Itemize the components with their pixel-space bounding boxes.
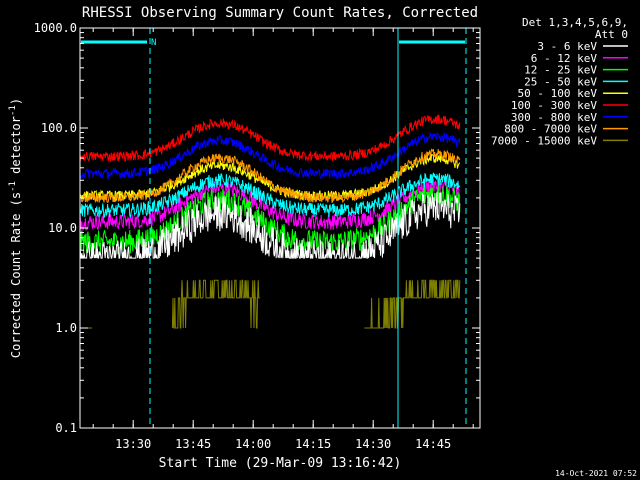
chart-title: RHESSI Observing Summary Count Rates, Co… — [82, 5, 478, 21]
y-axis-label-end: ) — [9, 98, 23, 105]
y-axis-label-sup1: -1 — [8, 181, 18, 192]
legend-label: 7000 - 15000 keV — [491, 134, 597, 147]
legend-label: 50 - 100 keV — [518, 87, 598, 100]
y-tick-label: 100.0 — [41, 121, 77, 135]
x-tick-label: 14:00 — [235, 437, 271, 451]
series-line-0 — [79, 191, 461, 259]
series-line-7 — [79, 148, 461, 204]
series-line-6 — [79, 132, 461, 180]
legend-label: 100 - 300 keV — [511, 99, 597, 112]
x-axis: 13:30 13:45 14:00 14:15 14:30 14:45 — [92, 28, 474, 451]
y-axis-label-main: Corrected Count Rate (s — [9, 192, 23, 358]
series-line-3 — [79, 172, 461, 219]
x-tick-label: 13:30 — [115, 437, 151, 451]
series-line-8 — [171, 279, 260, 329]
legend-label: 12 - 25 keV — [524, 64, 597, 77]
legend-label: 300 - 800 keV — [511, 111, 597, 124]
x-tick-label: 14:30 — [355, 437, 391, 451]
y-axis-label-sup2: -1 — [8, 105, 18, 116]
plot-area: N — [79, 28, 467, 428]
y-axis-label-mid: detector — [9, 116, 23, 181]
timestamp: 14-Oct-2021 07:52 — [555, 469, 637, 478]
y-tick-label: 1000.0 — [34, 21, 77, 35]
series-line-5 — [79, 114, 461, 163]
legend-header-2: Att 0 — [595, 28, 628, 41]
x-axis-label: Start Time (29-Mar-09 13:16:42) — [159, 456, 402, 471]
y-axis-label: Corrected Count Rate (s-1 detector-1) — [8, 98, 23, 358]
x-tick-label: 14:15 — [295, 437, 331, 451]
y-tick-label: 0.1 — [55, 421, 77, 435]
x-tick-label: 13:45 — [175, 437, 211, 451]
night-bar-label: N — [151, 38, 156, 48]
series-line-8 — [364, 279, 461, 329]
legend-label: 800 - 7000 keV — [504, 123, 597, 136]
legend-label: 3 - 6 keV — [537, 40, 597, 53]
x-tick-label: 14:45 — [415, 437, 451, 451]
legend-label: 25 - 50 keV — [524, 75, 597, 88]
legend-header-1: Det 1,3,4,5,6,9, — [522, 16, 628, 29]
y-tick-label: 10.0 — [48, 221, 77, 235]
y-tick-label: 1.0 — [55, 321, 77, 335]
legend-label: 6 - 12 keV — [531, 52, 598, 65]
